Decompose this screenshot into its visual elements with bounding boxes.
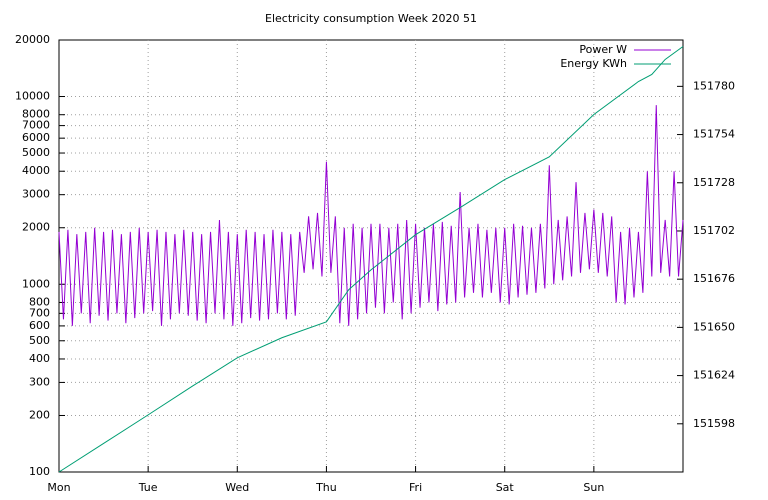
x-tick-label: Fri (409, 481, 422, 494)
y-tick-label: 7000 (22, 119, 50, 132)
y-tick-label: 8000 (22, 108, 50, 121)
y-tick-label: 20000 (15, 33, 50, 46)
y-tick-label: 1000 (22, 277, 50, 290)
series-line (58, 105, 684, 326)
y-tick-label: 600 (29, 319, 50, 332)
y-tick-label: 5000 (22, 146, 50, 159)
legend-label: Energy KWh (560, 57, 627, 70)
y2-tick-label: 151650 (693, 320, 735, 333)
y-tick-label: 200 (29, 408, 50, 421)
y-tick-label: 2000 (22, 221, 50, 234)
y-tick-label: 700 (29, 306, 50, 319)
y-tick-label: 4000 (22, 164, 50, 177)
y2-tick-label: 151754 (693, 128, 735, 141)
x-tick-label: Sun (583, 481, 604, 494)
series-line (58, 46, 684, 473)
y-tick-label: 3000 (22, 188, 50, 201)
y-tick-label: 800 (29, 295, 50, 308)
x-tick-label: Thu (315, 481, 337, 494)
x-tick-label: Tue (138, 481, 158, 494)
x-tick-label: Wed (225, 481, 249, 494)
y2-tick-label: 151702 (693, 224, 735, 237)
y-tick-label: 100 (29, 465, 50, 478)
y-tick-label: 10000 (15, 90, 50, 103)
x-tick-label: Sat (496, 481, 515, 494)
legend-label: Power W (579, 43, 627, 56)
y2-tick-label: 151624 (693, 369, 735, 382)
y2-tick-label: 151676 (693, 272, 735, 285)
x-tick-label: Mon (47, 481, 70, 494)
y-tick-label: 300 (29, 375, 50, 388)
y2-tick-label: 151780 (693, 79, 735, 92)
y-tick-label: 400 (29, 352, 50, 365)
y2-tick-label: 151598 (693, 417, 735, 430)
y-tick-label: 500 (29, 334, 50, 347)
plot-frame (58, 39, 684, 473)
chart-title: Electricity consumption Week 2020 51 (265, 12, 477, 25)
y-tick-label: 6000 (22, 131, 50, 144)
y2-tick-label: 151728 (693, 176, 735, 189)
